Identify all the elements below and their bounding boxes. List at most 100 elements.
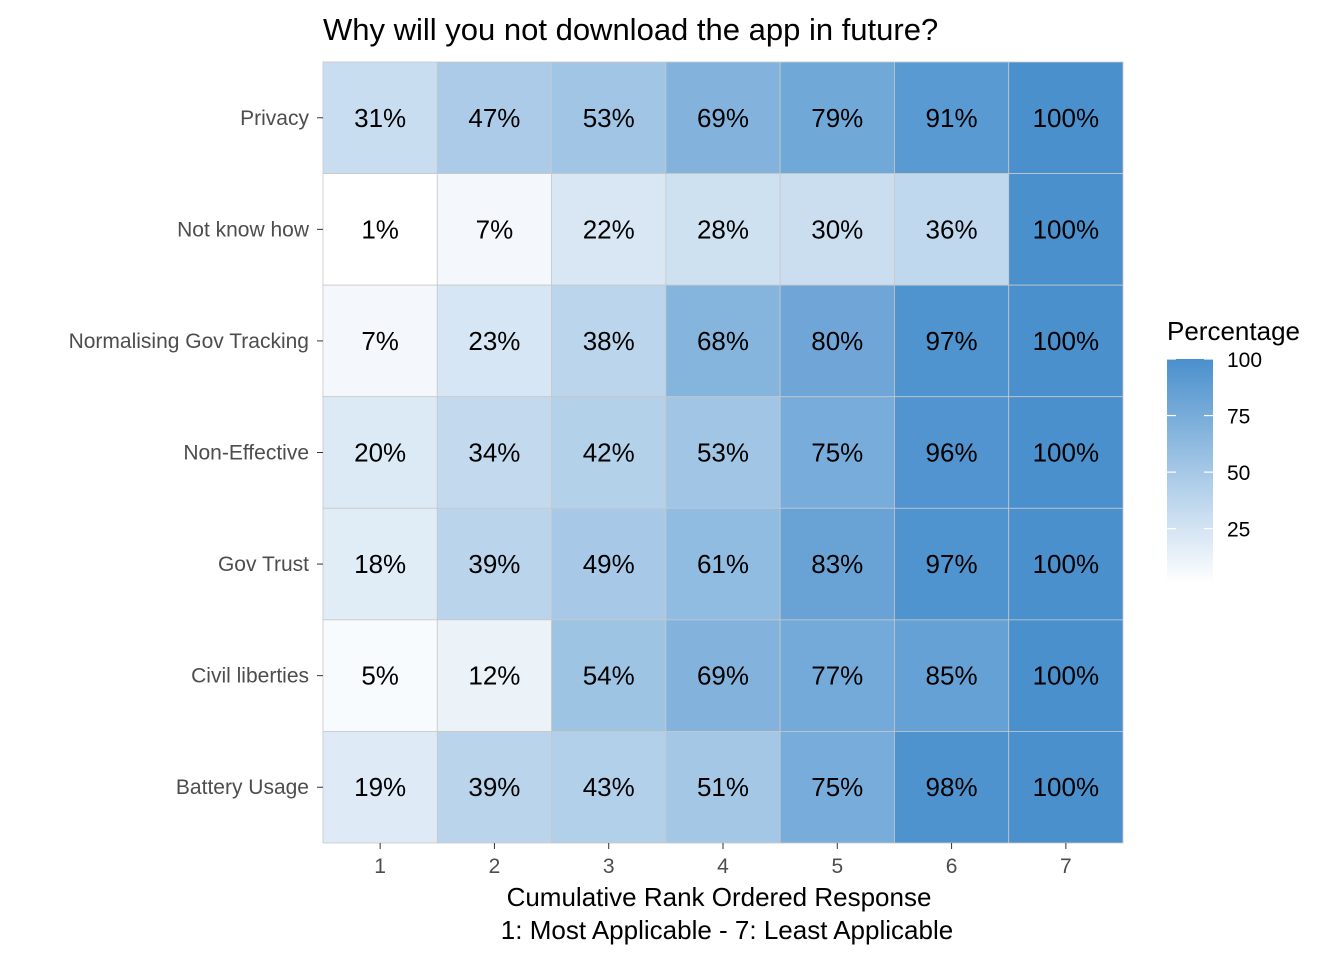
heatmap-cell	[551, 619, 667, 732]
cell-value-label: 100%	[1033, 661, 1100, 691]
cell-value-label: 30%	[811, 214, 863, 244]
cell-value-label: 83%	[811, 549, 863, 579]
x-tick-label: 1	[374, 855, 386, 878]
cell-value-label: 53%	[583, 103, 635, 133]
heatmap-cell	[779, 61, 895, 174]
cell-value-label: 5%	[361, 661, 399, 691]
cell-value-label: 75%	[811, 772, 863, 802]
y-axis: Privacy Not know how Normalising Gov Track…	[69, 107, 323, 799]
cell-value-label: 100%	[1033, 772, 1100, 802]
cell-value-label: 79%	[811, 103, 863, 133]
heatmap-cell	[551, 507, 667, 621]
heatmap-cell	[1008, 731, 1124, 844]
y-tick-label: Gov Trust	[218, 553, 309, 576]
cell-value-label: 12%	[468, 661, 520, 691]
legend-tick-label: 75	[1227, 406, 1250, 429]
x-tick-label: 6	[946, 855, 958, 878]
y-tick-label: Battery Usage	[176, 776, 309, 799]
cell-value-label: 69%	[697, 661, 749, 691]
cell-value-label: 75%	[811, 438, 863, 468]
heatmap-cell	[436, 284, 552, 398]
cell-value-label: 100%	[1033, 326, 1100, 356]
cell-value-label: 22%	[583, 214, 635, 244]
heatmap-cell	[665, 396, 781, 509]
legend-title: Percentage	[1167, 316, 1300, 346]
cell-value-label: 36%	[926, 214, 978, 244]
y-tick-label: Civil liberties	[191, 665, 309, 688]
heatmap-cell	[436, 396, 552, 509]
x-tick-label: 5	[831, 855, 843, 878]
cell-value-label: 47%	[468, 103, 520, 133]
heatmap-cell	[665, 731, 781, 844]
cell-value-label: 77%	[811, 661, 863, 691]
heatmap-cell	[551, 284, 667, 398]
cell-value-label: 97%	[926, 549, 978, 579]
heatmap-cell	[894, 507, 1010, 621]
cell-value-label: 98%	[926, 772, 978, 802]
cell-value-label: 97%	[926, 326, 978, 356]
heatmap-cell	[894, 284, 1010, 398]
cell-value-label: 19%	[354, 772, 406, 802]
heatmap-cell	[1008, 284, 1124, 398]
cell-value-label: 49%	[583, 549, 635, 579]
heatmap-cells	[322, 61, 1124, 844]
cell-value-label: 38%	[583, 326, 635, 356]
heatmap-cell	[551, 731, 667, 844]
heatmap-cell	[665, 284, 781, 398]
cell-value-label: 1%	[361, 214, 399, 244]
heatmap-cell	[1008, 619, 1124, 732]
heatmap-cell	[322, 284, 438, 398]
y-tick-label: Not know how	[177, 218, 310, 241]
cell-value-label: 61%	[697, 549, 749, 579]
x-axis-label-line-1: Cumulative Rank Ordered Response	[507, 882, 932, 912]
cell-value-label: 18%	[354, 549, 406, 579]
cell-value-label: 91%	[926, 103, 978, 133]
heatmap-cell	[665, 619, 781, 732]
heatmap-cell	[779, 173, 895, 286]
cell-value-label: 23%	[468, 326, 520, 356]
heatmap-cell	[779, 619, 895, 732]
legend-tick-label: 25	[1227, 519, 1250, 542]
cell-value-label: 39%	[468, 772, 520, 802]
heatmap-cell	[551, 173, 667, 286]
heatmap-cell	[322, 173, 438, 286]
heatmap-cell	[322, 619, 438, 732]
heatmap-cell	[436, 61, 552, 174]
heatmap-cell	[322, 396, 438, 509]
heatmap-cell	[1008, 507, 1124, 621]
cell-value-label: 100%	[1033, 103, 1100, 133]
heatmap-cell	[894, 61, 1010, 174]
cell-value-label: 85%	[926, 661, 978, 691]
cell-value-label: 68%	[697, 326, 749, 356]
heatmap-cell	[322, 731, 438, 844]
color-legend: Percentage 25 50 75 100	[1167, 316, 1300, 583]
heatmap-cell	[551, 61, 667, 174]
x-tick-label: 2	[489, 855, 501, 878]
heatmap-cell	[894, 731, 1010, 844]
y-tick-label: Privacy	[240, 107, 309, 130]
cell-labels: 31% 47% 53% 69% 79% 91% 100% 1% 7% 22% 28% 30% 36% 10…	[354, 103, 1099, 802]
cell-value-label: 51%	[697, 772, 749, 802]
chart-title: Why will you not download the app in fut…	[323, 12, 938, 47]
x-tick-label: 4	[717, 855, 729, 878]
y-tick-label: Non-Effective	[183, 442, 309, 465]
cell-value-label: 54%	[583, 661, 635, 691]
cell-value-label: 28%	[697, 214, 749, 244]
legend-ticks: 25 50 75 100	[1167, 349, 1262, 542]
heatmap-cell	[894, 396, 1010, 509]
cell-value-label: 39%	[468, 549, 520, 579]
cell-value-label: 42%	[583, 438, 635, 468]
heatmap-cell	[779, 731, 895, 844]
cell-value-label: 96%	[926, 438, 978, 468]
heatmap-cell	[779, 284, 895, 398]
heatmap-cell	[436, 619, 552, 732]
cell-value-label: 100%	[1033, 214, 1100, 244]
cell-value-label: 80%	[811, 326, 863, 356]
legend-tick-label: 100	[1227, 349, 1262, 372]
cell-value-label: 7%	[476, 214, 514, 244]
legend-color-bar	[1167, 359, 1213, 583]
cell-value-label: 100%	[1033, 438, 1100, 468]
cell-value-label: 100%	[1033, 549, 1100, 579]
cell-value-label: 7%	[361, 326, 399, 356]
